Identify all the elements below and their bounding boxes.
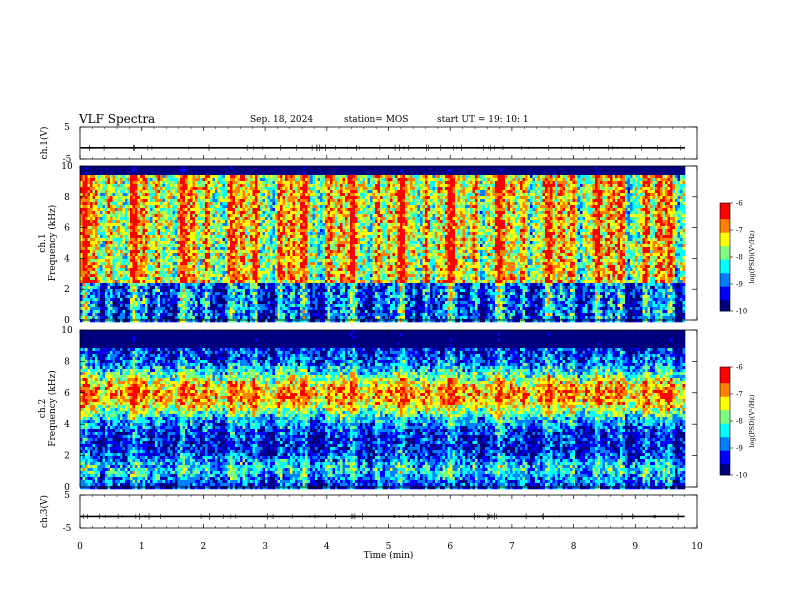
ch2-spectrogram-ylabel-0: ch.2 bbox=[38, 399, 48, 418]
ch3-waveform-frame bbox=[79, 494, 698, 529]
ch1-spectrogram-cbar-tick-2: -8 bbox=[736, 254, 743, 262]
xtick-label-4: 4 bbox=[324, 542, 330, 552]
ch1-spectrogram-colorbar bbox=[719, 202, 733, 312]
ch3-waveform-ylabel-0: ch.3(V) bbox=[39, 495, 50, 528]
ch1-spectrogram-ytick-0: 0 bbox=[64, 316, 70, 326]
ch1-spectrogram-cbar-tick-0: -6 bbox=[736, 200, 743, 208]
ch2-spectrogram-cbar-tick-4: -10 bbox=[736, 472, 747, 480]
date-label: Sep. 18, 2024 bbox=[250, 115, 313, 125]
xtick-label-3: 3 bbox=[262, 542, 268, 552]
ch2-spectrogram-ytick-1: 2 bbox=[64, 452, 70, 462]
xtick-label-8: 8 bbox=[571, 542, 577, 552]
ch2-spectrogram-ylabel-1: Frequency (kHz) bbox=[47, 370, 58, 447]
chart-title: VLF Spectra bbox=[79, 112, 155, 126]
xtick-label-7: 7 bbox=[509, 542, 515, 552]
ch2-spectrogram-ytick-3: 6 bbox=[64, 389, 70, 399]
ch2-spectrogram-cbar-tick-2: -8 bbox=[736, 418, 743, 426]
start-time-label: start UT = 19: 10: 1 bbox=[437, 115, 529, 125]
ch2-spectrogram-ytick-4: 8 bbox=[64, 357, 70, 367]
ch3-waveform-ytick-0: 5 bbox=[64, 491, 70, 501]
station-label: station= MOS bbox=[344, 115, 408, 125]
ch1-spectrogram-ytick-2: 4 bbox=[64, 254, 70, 264]
ch1-waveform-ytick-0: 5 bbox=[64, 123, 70, 133]
ch1-spectrogram-ytick-1: 2 bbox=[64, 285, 70, 295]
ch1-spectrogram-panel bbox=[80, 166, 686, 323]
ch3-waveform-ytick-1: -5 bbox=[63, 524, 72, 534]
ch1-waveform-ytick-1: -5 bbox=[63, 155, 72, 165]
ch2-spectrogram-cbar-tick-3: -9 bbox=[736, 445, 743, 453]
xtick-label-1: 1 bbox=[139, 542, 145, 552]
ch2-spectrogram-ytick-5: 10 bbox=[61, 326, 73, 336]
ch1-waveform-frame bbox=[79, 126, 698, 160]
xtick-label-9: 9 bbox=[632, 542, 638, 552]
xtick-label-10: 10 bbox=[691, 542, 703, 552]
ch2-spectrogram-ytick-0: 0 bbox=[64, 483, 70, 493]
xtick-label-2: 2 bbox=[201, 542, 207, 552]
ch2-spectrogram-cbar-label: log(PSD)(V²/Hz) bbox=[748, 394, 756, 447]
ch2-spectrogram-cbar-tick-1: -7 bbox=[736, 391, 743, 399]
xtick-label-0: 0 bbox=[77, 542, 83, 552]
ch1-spectrogram-ylabel-0: ch.1 bbox=[38, 233, 48, 252]
ch2-spectrogram-ytick-2: 4 bbox=[64, 420, 70, 430]
ch1-spectrogram-cbar-tick-3: -9 bbox=[736, 281, 743, 289]
ch1-spectrogram-cbar-tick-1: -7 bbox=[736, 227, 743, 235]
ch1-spectrogram-ytick-4: 8 bbox=[64, 193, 70, 203]
ch1-spectrogram-ytick-5: 10 bbox=[61, 162, 73, 172]
ch1-waveform-panel bbox=[80, 144, 685, 152]
ch3-waveform-panel bbox=[80, 513, 685, 520]
ch1-spectrogram-cbar-label: log(PSD)(V²/Hz) bbox=[748, 230, 756, 283]
xaxis-label: Time (min) bbox=[364, 550, 414, 561]
xtick-label-6: 6 bbox=[447, 542, 453, 552]
ch1-waveform-ylabel-0: ch.1(V) bbox=[39, 127, 50, 160]
xtick-label-5: 5 bbox=[386, 542, 392, 552]
ch2-spectrogram-cbar-tick-0: -6 bbox=[736, 364, 743, 372]
ch2-spectrogram-panel bbox=[80, 330, 686, 490]
ch1-spectrogram-ylabel-1: Frequency (kHz) bbox=[47, 205, 58, 282]
ch1-spectrogram-cbar-tick-4: -10 bbox=[736, 308, 747, 316]
ch1-spectrogram-ytick-3: 6 bbox=[64, 224, 70, 234]
ch2-spectrogram-colorbar bbox=[719, 366, 733, 476]
